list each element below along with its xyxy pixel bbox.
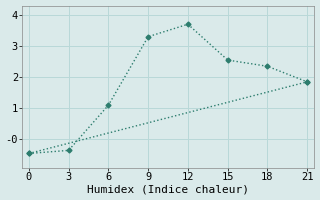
- X-axis label: Humidex (Indice chaleur): Humidex (Indice chaleur): [87, 184, 249, 194]
